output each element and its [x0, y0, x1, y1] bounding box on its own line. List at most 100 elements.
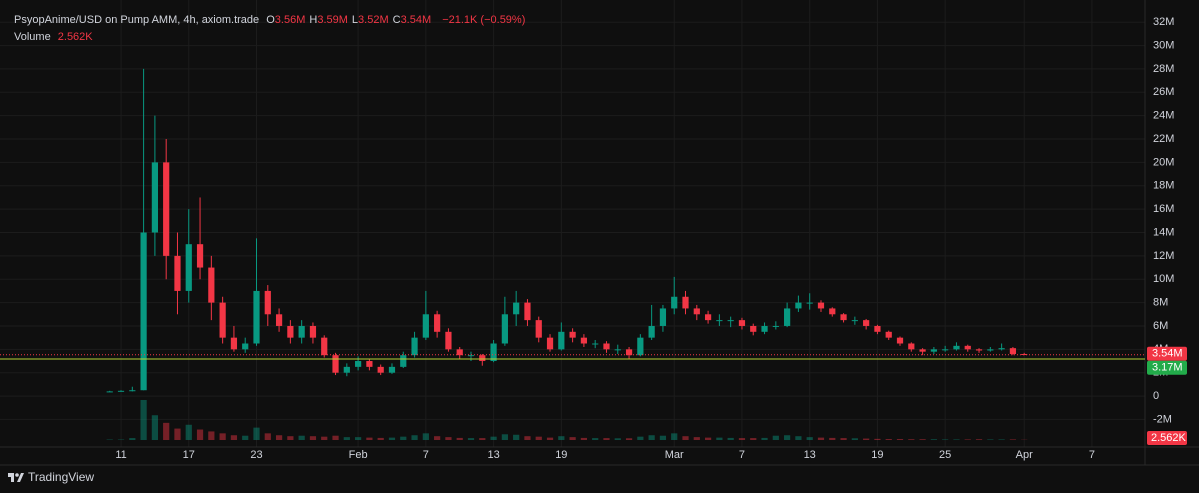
y-tick-label: 24M	[1153, 110, 1174, 122]
candle-body	[524, 302, 531, 321]
candle-body	[817, 302, 825, 309]
y-tick-label: -2M	[1153, 413, 1172, 425]
change: −21.1K (−0.59%)	[442, 14, 526, 26]
candle-body	[659, 308, 667, 326]
volume-bar	[479, 438, 486, 440]
volume-bar	[524, 436, 531, 440]
candle-body	[840, 314, 847, 321]
price-tag	[1147, 346, 1187, 361]
volume-bar	[580, 437, 588, 440]
volume-bar	[671, 433, 678, 440]
candle-body	[117, 390, 125, 392]
candle-body	[513, 302, 520, 315]
symbol-title: PsyopAnime/USD on Pump AMM, 4h, axiom.tr…	[14, 14, 260, 26]
candle-body	[151, 162, 158, 233]
volume-bar	[140, 400, 147, 440]
candle-body	[174, 255, 181, 291]
x-tick-label: 19	[871, 449, 883, 461]
volume-bar	[851, 438, 858, 440]
candle-body	[953, 345, 960, 350]
volume-bar	[558, 436, 565, 440]
y-tick-label: 22M	[1153, 133, 1174, 145]
volume-bar	[919, 439, 926, 440]
volume-bar	[716, 437, 723, 440]
logo	[8, 473, 24, 482]
volume-bar	[174, 428, 181, 440]
candle-body	[930, 349, 937, 352]
volume-bar	[185, 424, 192, 440]
candle-body	[388, 366, 396, 373]
candle-body	[896, 337, 904, 344]
volume-bar	[806, 437, 813, 440]
candle-body	[998, 348, 1005, 350]
volume-bar	[287, 436, 294, 440]
volume-bar	[874, 438, 881, 440]
candle-body	[242, 343, 249, 350]
ohlc-key: O	[266, 14, 275, 26]
candle-body	[366, 361, 373, 367]
ohlc-key: C	[392, 14, 401, 26]
volume-bar	[975, 439, 983, 440]
volume-bar	[795, 436, 802, 440]
brand: TradingView	[28, 470, 95, 484]
volume-bar	[648, 435, 655, 440]
candle-body	[163, 162, 170, 256]
volume-bar	[501, 434, 508, 440]
volume-bar	[942, 439, 949, 440]
volume-bar	[704, 437, 712, 440]
footer[interactable]: TradingView	[8, 470, 94, 484]
volume-bar	[253, 427, 260, 440]
volume-tag-label: 2.562K	[1151, 432, 1187, 444]
candle-body	[580, 337, 588, 344]
candle-body	[434, 314, 441, 332]
volume-bar	[332, 435, 339, 440]
y-tick-label: 16M	[1153, 203, 1174, 215]
candle-body	[987, 349, 994, 351]
y-tick-label: 30M	[1153, 39, 1174, 51]
candle-body	[784, 308, 791, 326]
volume-bar	[738, 438, 746, 440]
volume-bar	[411, 435, 418, 440]
y-tick-label: 6M	[1153, 320, 1168, 332]
candle-body	[230, 337, 238, 350]
candle-body	[535, 320, 542, 338]
candle-body	[208, 267, 215, 303]
candle-body	[885, 331, 892, 338]
candle-body	[750, 325, 757, 332]
volume-title: Volume	[14, 31, 51, 43]
volume-bar	[829, 437, 836, 440]
volume-bar	[422, 433, 429, 440]
candle-body	[377, 366, 384, 373]
candle-body	[964, 345, 971, 350]
volume-bar	[219, 433, 226, 440]
volume-bar	[456, 437, 463, 440]
candle-body	[614, 349, 621, 351]
volume-bar	[242, 435, 249, 440]
candle-body	[874, 325, 881, 332]
volume-bar	[998, 439, 1005, 440]
volume-bar	[840, 438, 847, 440]
ohlc-value: 3.59M	[317, 14, 348, 26]
volume-bar	[908, 439, 915, 440]
volume-bar	[693, 437, 700, 440]
y-tick-label: 0	[1153, 390, 1159, 402]
y-tick-label: 12M	[1153, 250, 1174, 262]
candle-body	[727, 320, 734, 322]
candle-body	[253, 290, 260, 344]
candle-body	[445, 331, 452, 350]
candle-body	[851, 320, 858, 322]
legend-row: PsyopAnime/USD on Pump AMM, 4h, axiom.tr…	[14, 12, 529, 29]
candle-body	[919, 349, 926, 352]
candle-body	[829, 308, 836, 315]
volume-bar	[772, 435, 779, 440]
candle-body	[806, 302, 813, 304]
x-tick-label: 13	[804, 449, 816, 461]
y-tick-label: 8M	[1153, 297, 1168, 309]
candle-body	[863, 320, 870, 326]
x-tick-label: Apr	[1016, 449, 1033, 461]
candle-body	[140, 232, 147, 391]
volume-bar	[208, 431, 215, 440]
volume-bar	[784, 435, 791, 440]
candle-body	[332, 355, 339, 373]
